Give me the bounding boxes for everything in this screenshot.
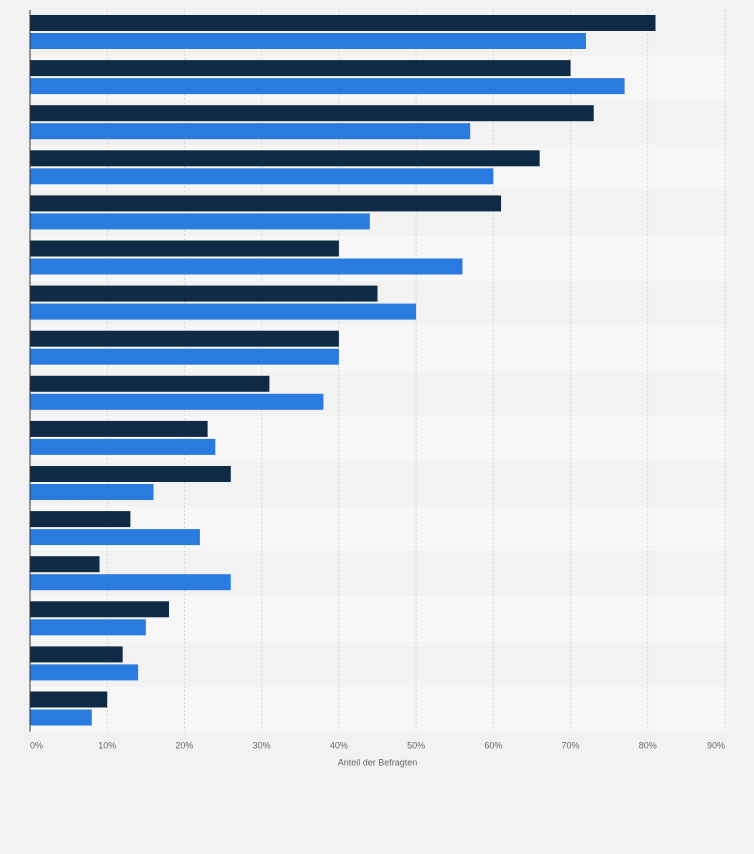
x-tick-label: 60% (484, 741, 502, 751)
bar-series-2[interactable] (30, 33, 586, 49)
x-tick-label: 0% (30, 741, 43, 751)
bar-series-1[interactable] (30, 105, 594, 122)
bar-series-1[interactable] (30, 691, 108, 708)
bar-series-2[interactable] (30, 78, 625, 95)
x-tick-label: 10% (98, 741, 116, 751)
bar-series-1[interactable] (30, 285, 378, 302)
bar-series-2[interactable] (30, 484, 154, 500)
bar-series-2[interactable] (30, 709, 92, 726)
x-tick-label: 20% (175, 741, 193, 751)
bar-series-2[interactable] (30, 664, 139, 681)
x-tick-label: 70% (562, 741, 580, 751)
bar-series-2[interactable] (30, 258, 463, 275)
bar-series-1[interactable] (30, 150, 540, 167)
bar-series-2[interactable] (30, 619, 146, 636)
row-bands (30, 10, 727, 732)
x-tick-label: 80% (639, 741, 657, 751)
bar-series-2[interactable] (30, 123, 471, 140)
bar-series-2[interactable] (30, 168, 494, 185)
bar-series-1[interactable] (30, 60, 571, 77)
bar-series-1[interactable] (30, 601, 169, 618)
x-tick-label: 50% (407, 741, 425, 751)
bar-series-1[interactable] (30, 466, 231, 482)
bars (30, 15, 656, 726)
bar-series-2[interactable] (30, 574, 231, 591)
x-tick-label: 30% (253, 741, 271, 751)
bar-series-1[interactable] (30, 511, 131, 528)
bar-series-2[interactable] (30, 438, 216, 455)
bar-series-2[interactable] (30, 348, 339, 365)
bar-series-2[interactable] (30, 303, 417, 320)
bar-series-1[interactable] (30, 556, 100, 573)
x-axis-ticks: 0% 10% 20% 30% 40% 50% 60% 70% 80% 90% (30, 741, 725, 751)
row-band (30, 686, 727, 732)
bar-series-1[interactable] (30, 195, 502, 212)
x-tick-label: 40% (330, 741, 348, 751)
x-tick-label: 90% (707, 741, 725, 751)
bar-series-1[interactable] (30, 330, 339, 347)
bar-series-2[interactable] (30, 393, 324, 410)
bar-series-1[interactable] (30, 15, 656, 31)
bar-series-2[interactable] (30, 529, 200, 546)
bar-series-2[interactable] (30, 213, 370, 230)
row-band (30, 641, 727, 687)
x-axis-label: Anteil der Befragten (338, 758, 418, 768)
bar-series-1[interactable] (30, 375, 270, 392)
bar-series-1[interactable] (30, 240, 339, 257)
bar-series-1[interactable] (30, 646, 123, 663)
bar-series-1[interactable] (30, 420, 208, 437)
